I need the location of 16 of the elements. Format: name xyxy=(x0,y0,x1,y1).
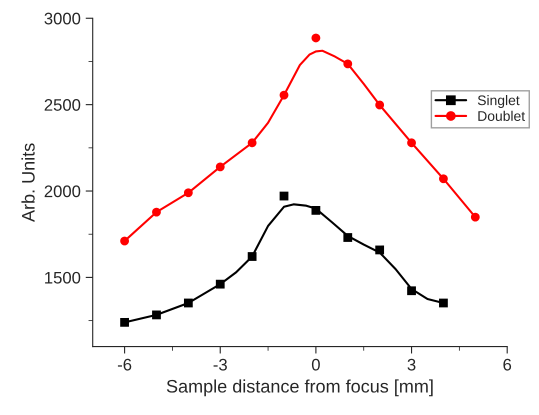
x-tick-label: -6 xyxy=(118,358,132,371)
point xyxy=(280,192,288,200)
y-tick-label: 2000 xyxy=(44,185,80,198)
x-tick-label: 6 xyxy=(503,358,512,371)
y-tick-label: 1500 xyxy=(45,272,80,284)
x-tick-label: -3 xyxy=(214,358,227,371)
legend-label: Singlet xyxy=(478,95,520,108)
point xyxy=(312,34,320,42)
y-tick-label: 3000 xyxy=(44,12,80,24)
y-tick-label: 2500 xyxy=(44,99,80,111)
y-axis-title: Arb. Units xyxy=(21,143,35,222)
legend-label: Doublet xyxy=(478,110,526,121)
x-tick-label: 0 xyxy=(312,358,320,371)
point xyxy=(439,298,448,308)
x-axis-title: Sample distance from focus [mm] xyxy=(166,379,433,396)
x-tick-label: 3 xyxy=(408,358,416,371)
